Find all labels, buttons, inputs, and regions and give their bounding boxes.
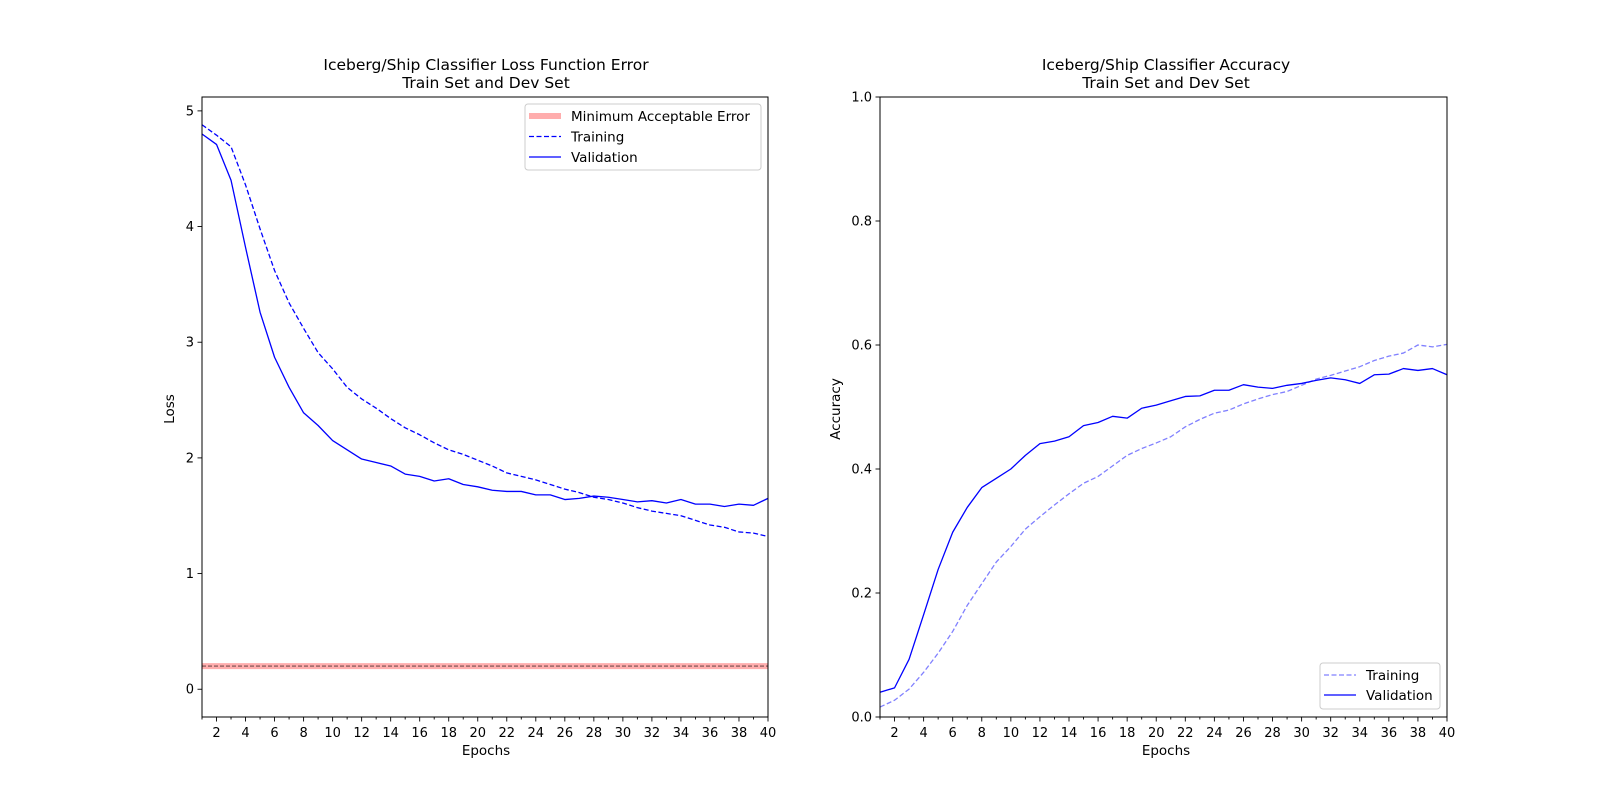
loss-chart-title-line-2: Train Set and Dev Set bbox=[401, 74, 570, 92]
loss-x-tick-label-18: 18 bbox=[440, 726, 457, 741]
accuracy-y-axis-label: Accuracy bbox=[828, 378, 844, 440]
loss-series-line-validation bbox=[201, 133, 769, 508]
loss-legend-box bbox=[524, 103, 762, 171]
accuracy-chart: Iceberg/Ship Classifier Accuracy Train S… bbox=[828, 56, 1455, 759]
accuracy-x-tick-label-10: 10 bbox=[1003, 726, 1020, 741]
loss-x-tick-label-12: 12 bbox=[353, 726, 370, 741]
loss-y-tick-label-5: 5 bbox=[186, 104, 194, 119]
accuracy-x-tick-label-20: 20 bbox=[1148, 726, 1165, 741]
accuracy-x-tick-label-2: 2 bbox=[890, 726, 898, 741]
accuracy-x-tick-label-40: 40 bbox=[1439, 726, 1456, 741]
accuracy-y-tick-label-0-8: 0.8 bbox=[851, 215, 872, 230]
accuracy-legend-label-validation: Validation bbox=[1366, 688, 1433, 704]
loss-chart: Iceberg/Ship Classifier Loss Function Er… bbox=[162, 56, 776, 759]
loss-x-tick-label-32: 32 bbox=[644, 726, 661, 741]
accuracy-x-tick-label-30: 30 bbox=[1293, 726, 1310, 741]
loss-y-tick-label-4: 4 bbox=[186, 220, 194, 235]
accuracy-x-tick-label-28: 28 bbox=[1264, 726, 1281, 741]
accuracy-x-tick-label-8: 8 bbox=[978, 726, 986, 741]
loss-x-tick-label-28: 28 bbox=[586, 726, 603, 741]
accuracy-plot-frame bbox=[879, 96, 1448, 718]
accuracy-x-tick-label-18: 18 bbox=[1119, 726, 1136, 741]
loss-x-tick-label-38: 38 bbox=[731, 726, 748, 741]
loss-x-tick-label-34: 34 bbox=[673, 726, 690, 741]
loss-x-tick-label-10: 10 bbox=[324, 726, 341, 741]
loss-legend: Minimum Acceptable Error Training Validati… bbox=[524, 103, 762, 171]
loss-x-tick-label-40: 40 bbox=[760, 726, 777, 741]
loss-legend-label-training: Training bbox=[570, 130, 624, 146]
loss-y-tick-label-1: 1 bbox=[186, 567, 194, 582]
loss-series-line-training bbox=[201, 124, 769, 538]
accuracy-legend: Training Validation bbox=[1319, 662, 1441, 710]
accuracy-x-tick-label-6: 6 bbox=[949, 726, 957, 741]
accuracy-y-tick-label-0: 0.0 bbox=[851, 711, 872, 726]
accuracy-x-tick-label-12: 12 bbox=[1032, 726, 1049, 741]
accuracy-x-tick-label-22: 22 bbox=[1177, 726, 1194, 741]
accuracy-y-tick-label-0-6: 0.6 bbox=[851, 339, 872, 354]
accuracy-series-line-training bbox=[879, 343, 1448, 708]
accuracy-x-tick-label-34: 34 bbox=[1351, 726, 1368, 741]
loss-x-tick-label-4: 4 bbox=[241, 726, 249, 741]
accuracy-x-tick-label-32: 32 bbox=[1322, 726, 1339, 741]
accuracy-x-tick-label-4: 4 bbox=[919, 726, 927, 741]
loss-x-axis-label: Epochs bbox=[462, 743, 510, 759]
loss-x-tick-label-30: 30 bbox=[615, 726, 632, 741]
loss-plot-frame bbox=[201, 96, 769, 718]
loss-x-tick-label-24: 24 bbox=[528, 726, 545, 741]
loss-x-tick-label-26: 26 bbox=[557, 726, 574, 741]
loss-x-tick-label-8: 8 bbox=[299, 726, 307, 741]
loss-y-tick-label-2: 2 bbox=[186, 451, 194, 466]
accuracy-series-line-validation bbox=[879, 367, 1448, 693]
accuracy-y-tick-label-0-4: 0.4 bbox=[851, 463, 872, 478]
accuracy-x-tick-label-26: 26 bbox=[1235, 726, 1252, 741]
loss-chart-title-line-1: Iceberg/Ship Classifier Loss Function Er… bbox=[323, 56, 649, 74]
loss-y-axis-label: Loss bbox=[162, 394, 178, 424]
loss-x-tick-label-22: 22 bbox=[498, 726, 515, 741]
accuracy-x-axis-label: Epochs bbox=[1142, 743, 1190, 759]
accuracy-legend-label-training: Training bbox=[1365, 668, 1419, 684]
loss-x-tick-label-16: 16 bbox=[411, 726, 428, 741]
loss-y-tick-label-0: 0 bbox=[186, 683, 194, 698]
loss-y-tick-label-3: 3 bbox=[186, 336, 194, 351]
accuracy-x-tick-label-38: 38 bbox=[1410, 726, 1427, 741]
accuracy-x-tick-label-16: 16 bbox=[1090, 726, 1107, 741]
accuracy-y-tick-label-1: 1.0 bbox=[851, 91, 872, 106]
accuracy-chart-title-line-2: Train Set and Dev Set bbox=[1081, 74, 1250, 92]
loss-x-tick-label-2: 2 bbox=[212, 726, 220, 741]
loss-x-tick-label-6: 6 bbox=[270, 726, 278, 741]
accuracy-y-tick-label-0-2: 0.2 bbox=[851, 587, 872, 602]
loss-x-tick-label-14: 14 bbox=[382, 726, 399, 741]
loss-x-tick-label-36: 36 bbox=[702, 726, 719, 741]
accuracy-x-tick-label-36: 36 bbox=[1381, 726, 1398, 741]
loss-x-tick-label-20: 20 bbox=[469, 726, 486, 741]
loss-legend-label-minimum-acceptable-error: Minimum Acceptable Error bbox=[571, 109, 750, 125]
loss-legend-label-validation: Validation bbox=[571, 150, 638, 166]
accuracy-x-tick-label-24: 24 bbox=[1206, 726, 1223, 741]
accuracy-x-tick-label-14: 14 bbox=[1061, 726, 1078, 741]
accuracy-chart-title-line-1: Iceberg/Ship Classifier Accuracy bbox=[1042, 56, 1290, 74]
